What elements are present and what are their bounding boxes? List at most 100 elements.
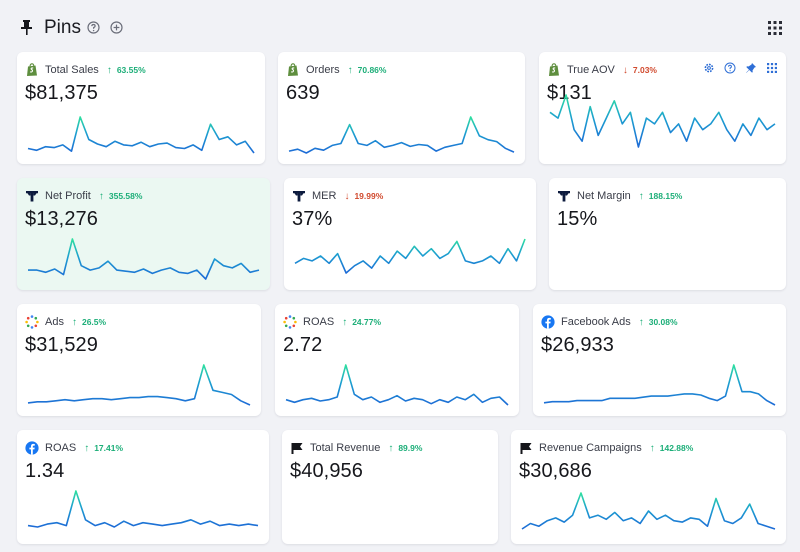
card-roas-ads[interactable]: ROAS ↑ 24.77% 2.72 (275, 304, 519, 416)
arrow-up-icon: ↑ (649, 442, 655, 454)
sparkline-series (549, 94, 776, 148)
card-true-aov[interactable]: True AOV ↓ 7.03% $131 (539, 52, 786, 164)
sparkline-series (288, 116, 515, 154)
sparkline-chart (28, 238, 260, 280)
sparkline-chart (521, 492, 776, 530)
sparkline-series (521, 492, 776, 530)
sparkline-chart (27, 364, 251, 406)
change-badge: ↓ 7.03% (622, 64, 657, 76)
card-total-revenue[interactable]: Total Revenue ↑ 89.9% $40,956 (282, 430, 498, 544)
settings-icon[interactable] (703, 62, 715, 74)
sparkline-series (28, 238, 260, 280)
sparkline-series (285, 364, 509, 406)
change-badge: ↑ 89.9% (388, 442, 423, 454)
arrow-up-icon: ↑ (388, 442, 394, 454)
change-badge: ↑ 70.86% (347, 64, 387, 76)
card-revenue-campaigns[interactable]: Revenue Campaigns ↑ 142.88% $30,686 (511, 430, 786, 544)
triple-whale-logo-icon (25, 189, 39, 203)
card-title: Total Revenue (310, 442, 381, 454)
metric-value: $81,375 (25, 82, 98, 104)
card-roas-facebook[interactable]: ROAS ↑ 17.41% 1.34 (17, 430, 269, 544)
pin-icon (21, 20, 32, 35)
arrow-down-icon: ↓ (344, 190, 350, 202)
sparkline-series (294, 238, 526, 274)
shopify-logo-icon (286, 63, 300, 77)
arrow-up-icon: ↑ (638, 316, 644, 328)
sparkline-chart (294, 238, 526, 274)
triple-whale-logo-icon (557, 189, 571, 203)
sparkline-chart (285, 364, 509, 406)
arrow-up-icon: ↑ (342, 316, 348, 328)
arrow-up-icon: ↑ (84, 442, 90, 454)
sparkline-series (27, 364, 251, 406)
shopify-logo-icon (547, 63, 561, 77)
card-net-margin[interactable]: Net Margin ↑ 188.15% 15% (549, 178, 786, 290)
card-title: True AOV (567, 64, 615, 76)
sparkline-series (27, 116, 255, 154)
arrow-up-icon: ↑ (106, 64, 112, 76)
change-badge: ↑ 355.58% (98, 190, 143, 202)
flag-logo-icon (290, 441, 304, 455)
metric-value: $30,686 (519, 460, 592, 482)
change-badge: ↑ 142.88% (649, 442, 694, 454)
card-title: ROAS (303, 316, 335, 328)
card-title: Ads (45, 316, 64, 328)
card-mer[interactable]: MER ↓ 19.99% 37% (284, 178, 536, 290)
shopify-logo-icon (25, 63, 39, 77)
page-title: Pins (44, 17, 81, 38)
metric-value: 1.34 (25, 460, 65, 482)
card-title: MER (312, 190, 337, 202)
sparkline-chart (549, 94, 776, 148)
metric-value: 639 (286, 82, 320, 104)
sparkline-series (543, 364, 776, 406)
metric-value: 2.72 (283, 334, 323, 356)
card-title: Facebook Ads (561, 316, 631, 328)
sparkline-chart (288, 116, 515, 154)
help-icon[interactable] (724, 62, 736, 74)
change-badge: ↑ 17.41% (84, 442, 124, 454)
card-title: Orders (306, 64, 340, 76)
arrow-up-icon: ↑ (98, 190, 104, 202)
sparkline-chart (27, 490, 259, 528)
header: Pins (0, 0, 800, 52)
metric-value: 15% (557, 208, 598, 230)
metric-value: $40,956 (290, 460, 363, 482)
flag-logo-icon (519, 441, 533, 455)
triple-whale-logo-icon (292, 189, 306, 203)
help-icon[interactable] (87, 21, 100, 34)
sparkline-series (27, 490, 259, 528)
card-total-sales[interactable]: Total Sales ↑ 63.55% $81,375 (17, 52, 265, 164)
sparkline-chart (27, 116, 255, 154)
change-badge: ↑ 63.55% (106, 64, 146, 76)
change-badge: ↑ 188.15% (638, 190, 683, 202)
sparkline-chart (543, 364, 776, 406)
card-toolbar (703, 62, 778, 74)
metric-value: $26,933 (541, 334, 614, 356)
facebook-logo-icon (25, 441, 39, 455)
ads-dots-logo-icon (283, 315, 297, 329)
arrow-up-icon: ↑ (638, 190, 644, 202)
card-title: ROAS (45, 442, 77, 454)
metric-value: $31,529 (25, 334, 98, 356)
card-orders[interactable]: Orders ↑ 70.86% 639 (278, 52, 525, 164)
change-badge: ↓ 19.99% (344, 190, 384, 202)
metric-value: 37% (292, 208, 333, 230)
arrow-down-icon: ↓ (622, 64, 628, 76)
card-ads[interactable]: Ads ↑ 26.5% $31,529 (17, 304, 261, 416)
grid-menu-icon[interactable] (766, 62, 778, 74)
grid-menu-icon[interactable] (768, 21, 782, 35)
change-badge: ↑ 24.77% (342, 316, 382, 328)
metric-value: $131 (547, 82, 592, 104)
card-title: Net Profit (45, 190, 91, 202)
change-badge: ↑ 30.08% (638, 316, 678, 328)
card-title: Total Sales (45, 64, 99, 76)
add-pin-icon[interactable] (110, 21, 123, 34)
card-facebook-ads[interactable]: Facebook Ads ↑ 30.08% $26,933 (533, 304, 786, 416)
metric-value: $13,276 (25, 208, 98, 230)
facebook-logo-icon (541, 315, 555, 329)
arrow-up-icon: ↑ (71, 316, 77, 328)
pin-icon[interactable] (745, 62, 757, 74)
ads-dots-logo-icon (25, 315, 39, 329)
card-net-profit[interactable]: Net Profit ↑ 355.58% $13,276 (17, 178, 270, 290)
card-title: Revenue Campaigns (539, 442, 642, 454)
